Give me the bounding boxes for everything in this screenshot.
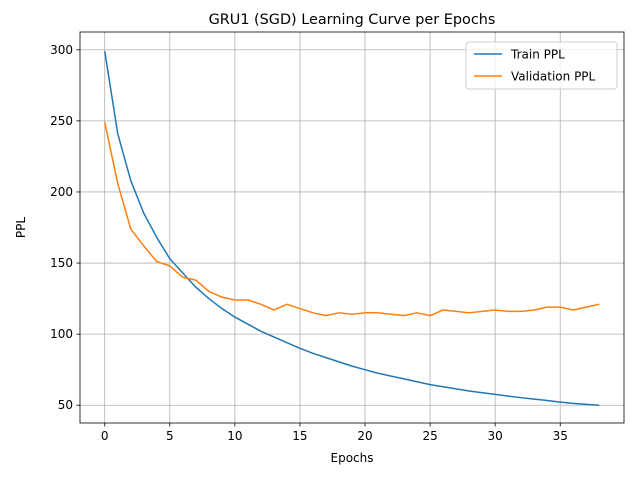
y-tick-label: 250 [50, 114, 73, 128]
legend: Train PPL Validation PPL [465, 41, 618, 90]
x-tick-label: 5 [166, 429, 174, 443]
legend-label: Train PPL [510, 48, 565, 62]
chart-title: GRU1 (SGD) Learning Curve per Epochs [209, 12, 496, 28]
x-tick-label: 0 [101, 429, 109, 443]
y-axis-title: PPL [14, 217, 28, 238]
x-tick-label: 10 [227, 429, 242, 443]
legend-label: Validation PPL [511, 70, 596, 84]
y-tick-label: 300 [50, 43, 73, 57]
series-layer [103, 51, 600, 406]
x-tick-label: 25 [422, 429, 437, 443]
x-axis-title: Epochs [331, 451, 374, 465]
x-tick-label: 35 [553, 429, 568, 443]
plot-frame [79, 31, 625, 424]
x-tick-label: 15 [292, 429, 307, 443]
y-tick-label: 200 [50, 185, 73, 199]
series-line-validation-ppl [103, 122, 600, 317]
y-axis-ticks: 50 100 150 200 250 300 [50, 43, 80, 412]
y-tick-label: 100 [50, 327, 73, 341]
legend-box [465, 41, 618, 90]
y-tick-label: 50 [58, 398, 73, 412]
x-axis-ticks: 0 5 10 15 20 25 30 35 [101, 423, 568, 443]
grid [80, 32, 624, 423]
x-tick-label: 30 [488, 429, 503, 443]
y-tick-label: 150 [50, 256, 73, 270]
x-tick-label: 20 [357, 429, 372, 443]
